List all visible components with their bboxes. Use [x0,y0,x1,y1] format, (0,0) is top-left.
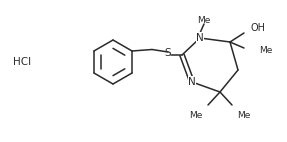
Text: S: S [165,48,171,58]
Text: HCl: HCl [13,57,31,67]
Text: Me: Me [197,15,211,25]
Text: OH: OH [251,23,265,33]
Text: Me: Me [259,45,272,55]
Text: N: N [196,33,204,43]
Text: Me: Me [237,111,251,121]
Text: Me: Me [189,111,203,121]
Text: N: N [188,77,196,87]
